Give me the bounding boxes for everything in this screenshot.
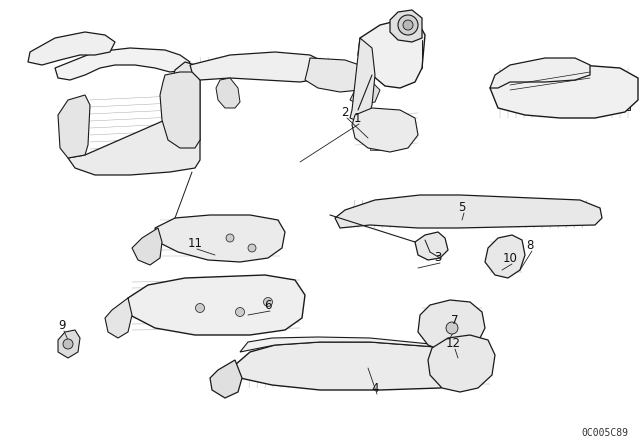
Text: 12: 12	[445, 336, 461, 349]
Text: 1: 1	[353, 112, 361, 125]
Polygon shape	[128, 275, 305, 335]
Text: 8: 8	[526, 238, 534, 251]
Polygon shape	[428, 335, 495, 392]
Polygon shape	[68, 120, 200, 175]
Text: 5: 5	[458, 201, 466, 214]
Polygon shape	[155, 215, 285, 262]
Circle shape	[403, 20, 413, 30]
Polygon shape	[105, 298, 132, 338]
Circle shape	[446, 322, 458, 334]
Polygon shape	[160, 72, 200, 148]
Circle shape	[226, 234, 234, 242]
Polygon shape	[132, 228, 162, 265]
Polygon shape	[350, 38, 375, 122]
Circle shape	[195, 303, 205, 313]
Polygon shape	[190, 52, 330, 82]
Polygon shape	[216, 78, 240, 108]
Polygon shape	[485, 235, 525, 278]
Text: 4: 4	[371, 382, 379, 395]
Polygon shape	[358, 20, 425, 88]
Polygon shape	[162, 62, 200, 148]
Polygon shape	[58, 330, 80, 358]
Polygon shape	[490, 58, 590, 88]
Polygon shape	[305, 58, 372, 92]
Text: 11: 11	[188, 237, 202, 250]
Circle shape	[264, 297, 273, 306]
Polygon shape	[28, 32, 115, 65]
Polygon shape	[210, 360, 242, 398]
Bar	[455, 355, 480, 373]
Text: 6: 6	[264, 298, 272, 311]
Polygon shape	[490, 65, 638, 118]
Polygon shape	[235, 342, 478, 390]
Bar	[370, 130, 390, 138]
Polygon shape	[335, 195, 602, 228]
Polygon shape	[58, 95, 90, 158]
Text: 0C005C89: 0C005C89	[581, 428, 628, 438]
Polygon shape	[350, 82, 380, 105]
Text: 3: 3	[435, 250, 442, 263]
Polygon shape	[240, 337, 475, 358]
Polygon shape	[418, 300, 485, 352]
Circle shape	[398, 15, 418, 35]
Circle shape	[236, 307, 244, 316]
Text: 7: 7	[451, 314, 459, 327]
Circle shape	[63, 339, 73, 349]
Circle shape	[248, 244, 256, 252]
Text: 2: 2	[341, 105, 349, 119]
Text: 10: 10	[502, 251, 517, 264]
Polygon shape	[352, 108, 418, 152]
Polygon shape	[390, 10, 422, 42]
Bar	[595, 88, 630, 110]
Polygon shape	[55, 48, 190, 80]
Bar	[370, 142, 390, 150]
Text: 9: 9	[58, 319, 66, 332]
Polygon shape	[415, 232, 448, 260]
